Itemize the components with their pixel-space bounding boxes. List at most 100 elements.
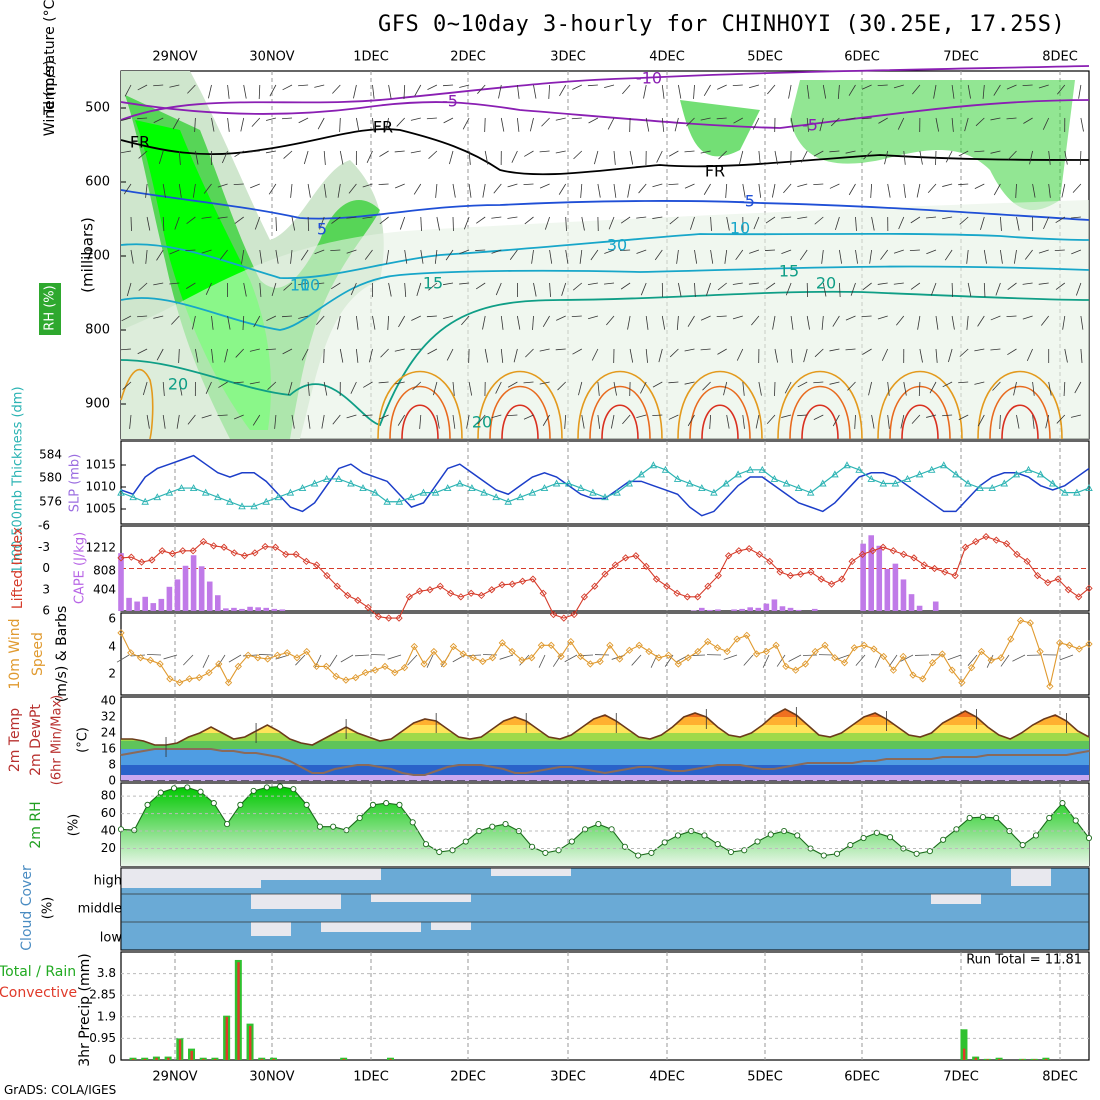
wind-barb: [564, 414, 567, 429]
wind-barb: [974, 381, 985, 385]
wind-barb: [877, 84, 888, 87]
wind-barb: [903, 381, 907, 396]
wind-barb: [797, 381, 808, 388]
rh-point: [1085, 834, 1093, 842]
precip-conv-bar: [272, 1058, 275, 1060]
rh-point: [170, 785, 178, 792]
wind-barb: [855, 216, 857, 231]
contour-label: -5: [739, 192, 755, 211]
wind-barb: [723, 381, 728, 396]
precip-total-label: Total / Rain: [0, 964, 76, 980]
thickness-point: [335, 474, 343, 482]
wind-barb: [169, 84, 180, 88]
rh-tick-60: 60: [101, 806, 116, 820]
wind-barb: [785, 282, 792, 296]
wind-barb: [813, 150, 824, 157]
rh-point: [940, 836, 947, 843]
wind-barb: [597, 381, 600, 396]
cape-bar: [247, 606, 253, 611]
warm-loop: [989, 385, 1051, 440]
precip-conv-bar: [342, 1058, 346, 1060]
wind-barb: [385, 117, 389, 132]
wind-barb: [217, 183, 228, 188]
wind-barb: [717, 348, 727, 355]
wind-barb: [452, 183, 456, 198]
wind-barb-10m: [340, 654, 354, 663]
wind-barb: [806, 117, 809, 132]
wind-speed-point: [596, 657, 604, 666]
wind-barb: [982, 84, 985, 99]
lifted-point: [313, 561, 321, 569]
wind-barb: [1080, 315, 1084, 330]
wind-barb: [999, 414, 1001, 429]
wind-barb: [268, 183, 277, 195]
precip-tick-1.9: 1.9: [97, 1009, 116, 1023]
wind-barb: [869, 249, 872, 264]
wind-barb: [146, 414, 150, 429]
wind-barb: [862, 282, 872, 291]
wind-barb: [259, 282, 262, 297]
contour-label: 20: [168, 375, 188, 394]
wind-barb: [316, 315, 325, 325]
wind-barb: [661, 315, 666, 330]
wind-barb: [1038, 249, 1049, 254]
wind-barb: [517, 84, 520, 99]
wind-barb: [687, 315, 695, 327]
wind-barb: [652, 216, 663, 219]
wind-barb: [282, 348, 293, 355]
slp-tick-1010: 1010: [85, 480, 116, 494]
rh-point: [316, 823, 323, 830]
cape-bar: [739, 608, 745, 611]
wind-barb: [863, 150, 872, 160]
wind-barb: [877, 282, 888, 285]
wind-barb: [227, 315, 231, 330]
cape-bar: [884, 568, 891, 611]
wind-speed-point: [518, 656, 526, 664]
wind-barb: [380, 348, 389, 358]
thickness-point: [201, 488, 210, 496]
wind-speed-point: [880, 652, 888, 661]
wind-barb: [629, 150, 634, 165]
wind-barb: [436, 414, 440, 429]
cloud-row-middle: middle: [78, 902, 122, 917]
wind-speed-point: [713, 644, 722, 652]
wind-barb: [459, 84, 470, 88]
wind-barb: [330, 282, 341, 290]
wind-barb: [356, 315, 359, 330]
wind-barb: [819, 117, 824, 132]
wind-speed-label: Speed: [30, 632, 46, 676]
wind-speed-point: [938, 650, 946, 658]
contour-label: -10: [636, 69, 662, 88]
wind-barb: [495, 381, 502, 394]
wind-barb: [178, 150, 181, 165]
wind-speed-point: [1007, 635, 1015, 643]
wind-barb: [603, 282, 615, 285]
wind-barb: [959, 348, 969, 357]
wind-barb: [774, 381, 776, 396]
pressure-tick-700: 700: [85, 249, 110, 264]
wind-barb: [298, 282, 309, 286]
lifted-point: [663, 582, 671, 590]
wind-barbs-label: (m/s) & Barbs: [54, 606, 70, 703]
wind-barb: [234, 216, 244, 224]
wind-barb: [927, 183, 937, 194]
wind-barb: [477, 414, 486, 425]
cape-bar: [747, 607, 753, 611]
wind-barb: [613, 183, 617, 198]
precip-conv-bar: [998, 1058, 1001, 1060]
lifted-point: [343, 591, 352, 600]
wind-barb: [801, 150, 808, 163]
cape-bar: [215, 595, 221, 611]
lifted-point: [251, 549, 259, 557]
temp-band: [121, 765, 1089, 775]
thickness-line: [120, 464, 1090, 507]
precip-conv-bar: [1033, 1059, 1036, 1060]
thickness-point: [698, 484, 706, 492]
wind-barb: [412, 381, 422, 391]
wind-barb: [993, 84, 1001, 96]
wind-barb: [669, 348, 679, 358]
rh-point: [714, 841, 721, 848]
wind-barb: [977, 315, 985, 327]
thickness-point: [1024, 465, 1033, 473]
wind-barb: [187, 84, 196, 94]
